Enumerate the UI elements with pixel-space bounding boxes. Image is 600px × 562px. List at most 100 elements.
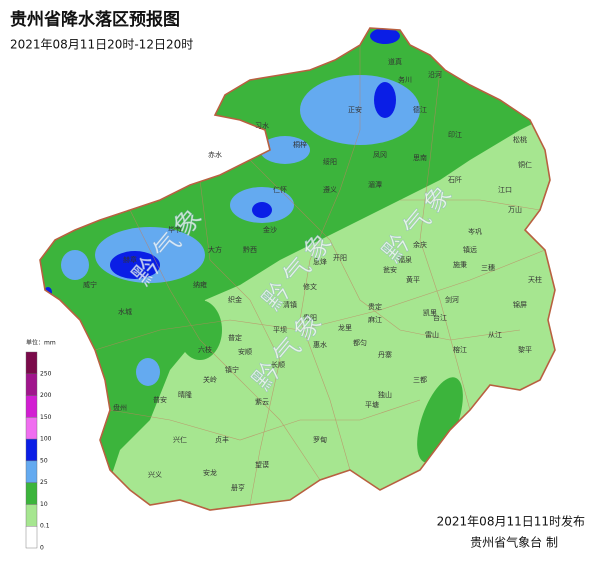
heavy-rain-area [61,250,89,280]
place-label: 湄潭 [368,180,382,189]
legend-swatch [25,417,38,440]
place-label: 都匀 [353,338,367,347]
issuer: 贵州省气象台 制 [470,535,558,550]
place-label: 三穗 [481,263,495,272]
moderate-rain-area [178,300,222,360]
legend-swatch [25,351,38,374]
place-label: 江口 [498,186,512,194]
place-label: 龙里 [338,323,352,332]
place-label: 兴仁 [173,435,187,444]
place-label: 雷山 [425,330,439,339]
legend-label: 10 [40,501,48,508]
place-label: 册亨 [231,483,245,492]
storm-area [370,28,400,44]
place-label: 望谟 [255,460,269,469]
place-label: 凤冈 [373,151,387,159]
place-label: 长顺 [271,360,285,369]
legend-swatch [25,460,38,483]
place-label: 赤水 [208,150,222,159]
place-label: 余庆 [413,240,427,249]
place-label: 施秉 [453,260,467,269]
place-label: 松桃 [513,135,527,144]
legend-label: 250 [40,370,52,377]
place-label: 平坝 [273,325,287,334]
place-label: 黄平 [406,275,420,284]
legend-label: 0.1 [40,523,50,530]
place-label: 罗甸 [313,435,327,444]
place-label: 安龙 [203,468,217,477]
place-label: 铜仁 [518,160,532,169]
place-label: 绥阳 [323,157,337,166]
place-label: 印江 [448,131,462,139]
legend-swatch [25,526,38,549]
heavy-rain-area [260,136,310,164]
place-label: 凯里 [423,308,437,317]
place-label: 岑巩 [468,227,482,236]
place-label: 织金 [228,295,242,304]
place-label: 清镇 [283,300,297,309]
place-label: 六枝 [198,345,212,354]
place-label: 务川 [398,75,412,84]
place-label: 锦屏 [513,300,527,309]
place-label: 麻江 [368,315,382,324]
place-label: 纳雍 [193,280,207,289]
legend-swatch [25,438,38,462]
place-label: 黔西 [243,245,257,254]
storm-area [252,202,272,218]
legend-swatch [25,395,38,418]
place-label: 水城 [118,307,132,316]
place-label: 道真 [388,57,402,66]
province-outline [39,27,556,511]
place-label: 开阳 [333,253,347,262]
legend: 250 200 150 100 50 25 10 0.1 0 [25,351,52,552]
place-label: 贵阳 [303,313,317,322]
place-label: 从江 [488,331,502,339]
legend-label: 150 [40,414,52,421]
place-label: 台江 [433,313,447,322]
legend-label: 100 [40,436,52,443]
map-title: 贵州省降水落区预报图 [10,9,180,30]
place-label: 榕江 [453,345,467,354]
place-label: 镇远 [463,245,477,254]
map-subtitle: 2021年08月11日20时-12日20时 [10,38,193,52]
place-label: 修文 [303,282,317,291]
place-label: 黎平 [518,345,532,354]
place-label: 习水 [255,121,269,130]
place-label: 万山 [508,205,522,214]
place-label: 仁怀 [273,185,287,194]
legend-swatch [25,504,38,527]
place-label: 安顺 [238,347,252,356]
place-label: 瓮安 [383,265,397,274]
place-label: 普定 [228,333,242,342]
place-label: 正安 [348,105,362,114]
legend-label: 25 [40,479,48,486]
heavy-rain-area [136,358,160,386]
place-label: 关岭 [203,375,217,384]
place-label: 遵义 [323,185,337,194]
issue-time: 2021年08月11日11时发布 [437,514,585,529]
legend-label: 0 [40,545,44,552]
place-label: 石阡 [448,175,462,184]
legend-label: 50 [40,457,48,464]
place-label: 独山 [378,390,392,399]
place-label: 赫章 [123,255,137,264]
place-label: 镇宁 [225,365,239,374]
place-label: 晴隆 [178,390,192,399]
place-label: 天柱 [528,275,542,284]
place-label: 兴义 [148,470,162,479]
place-label: 贞丰 [215,435,229,444]
place-label: 贵定 [368,302,382,311]
place-label: 大方 [208,245,222,254]
place-label: 息烽 [313,257,327,266]
place-label: 丹寨 [378,350,392,359]
legend-label: 200 [40,392,52,399]
place-label: 思南 [413,153,427,162]
moderate-rain-area [417,377,463,463]
place-label: 普安 [153,395,167,404]
place-label: 福泉 [398,255,412,264]
place-label: 紫云 [255,398,269,406]
legend-unit: 单位：mm [26,339,56,347]
county-borders [94,45,546,506]
place-label: 惠水 [313,340,327,349]
